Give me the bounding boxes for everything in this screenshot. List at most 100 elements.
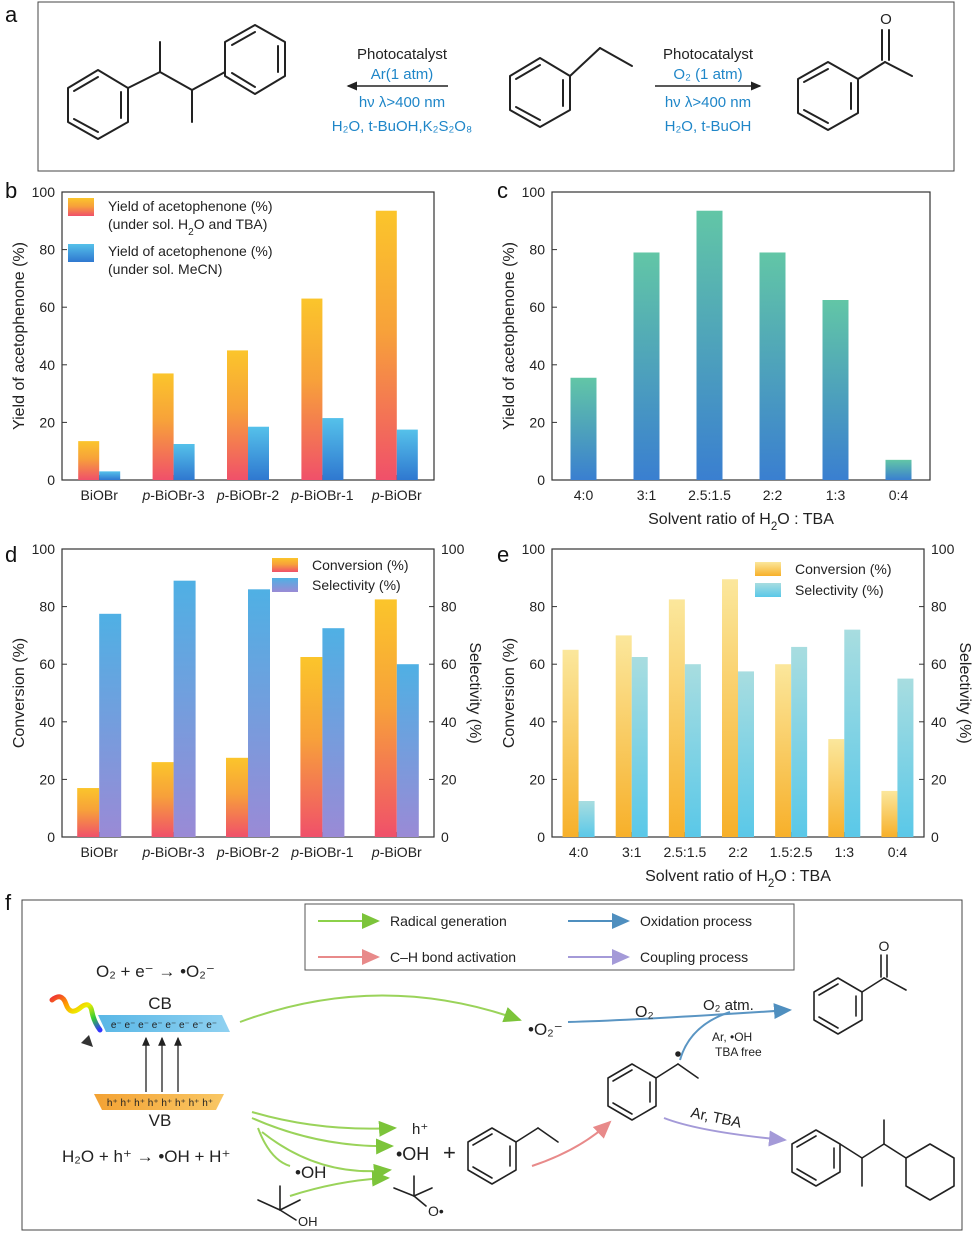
y2-tick-label: 100 — [441, 541, 465, 557]
y2-tick-label: 40 — [441, 714, 457, 730]
bar — [77, 788, 100, 837]
legend-text: Selectivity (%) — [795, 582, 884, 598]
bar — [885, 459, 912, 480]
y-tick-label: 0 — [47, 472, 55, 488]
y-tick-label: 80 — [529, 599, 545, 615]
left-reagent: Photocatalyst — [357, 46, 448, 63]
y-tick-label: 80 — [529, 242, 545, 258]
x-axis-title: Solvent ratio of H2O : TBA — [648, 511, 834, 533]
legend-swatch-selectivity — [272, 578, 298, 592]
hole-label: h⁺ — [412, 1121, 428, 1138]
chart-d-conversion-selectivity-catalyst: 0 0 20 20 40 40 60 60 80 80 100 100 BiOBr p-BiOBr-3 p-… — [11, 541, 483, 860]
bar — [615, 635, 632, 837]
panel-label-c: c — [497, 178, 508, 203]
bar — [227, 350, 248, 480]
reaction-right-conditions: Photocatalyst O₂ (1 atm) hν λ>400 nm H₂O… — [655, 46, 762, 135]
vb-holes: h⁺ h⁺ h⁺ h⁺ h⁺ h⁺ h⁺ h⁺ — [107, 1098, 213, 1109]
legend-text: (under sol. MeCN) — [108, 261, 222, 277]
x-tick-label: BiOBr — [81, 487, 119, 503]
hydroxyl-radical-left: •OH — [295, 1163, 326, 1182]
product-ketone-oxygen: O — [879, 938, 890, 954]
right-light: hν λ>400 nm — [665, 94, 751, 111]
bar — [570, 377, 597, 480]
y-tick-label: 100 — [522, 541, 546, 557]
y-tick-label: 0 — [537, 829, 545, 845]
y-tick-label: 100 — [522, 184, 546, 200]
cb-electrons: e⁻ e⁻ e⁻ e⁻ e⁻ e⁻ e⁻ e⁻ — [111, 1020, 217, 1031]
panel-label-b: b — [5, 178, 17, 203]
bar — [791, 646, 808, 837]
y-tick-label: 60 — [39, 299, 55, 315]
y2-tick-label: 20 — [931, 771, 947, 787]
ethylbenzene-reactant — [467, 1127, 559, 1185]
x-tick-label: p-BiOBr — [371, 844, 422, 860]
bar — [248, 589, 270, 837]
panel-label-a: a — [5, 2, 18, 27]
bar — [322, 628, 345, 837]
panel-label-d: d — [5, 542, 17, 567]
excitation-arrows — [142, 1036, 182, 1092]
legend-swatch-conversion — [272, 558, 298, 572]
x-tick-label: 0:4 — [889, 487, 909, 503]
bar — [897, 678, 914, 837]
plus-sign: + — [443, 1140, 456, 1165]
conduction-band: CB e⁻ e⁻ e⁻ e⁻ e⁻ e⁻ e⁻ e⁻ — [98, 994, 230, 1032]
x-tick-label: p-BiOBr-3 — [141, 844, 204, 860]
legend-swatch-series-2 — [68, 244, 94, 262]
bar — [301, 298, 323, 480]
o2-label: O₂ — [635, 1004, 654, 1021]
legend-coupling: Coupling process — [640, 949, 748, 965]
bar — [151, 762, 174, 837]
y-axis-title: Yield of acetophenone (%) — [501, 242, 518, 430]
y2-tick-label: 20 — [441, 771, 457, 787]
tert-butoxy-o-label: O• — [428, 1203, 444, 1219]
bar — [822, 300, 849, 480]
valence-band: h⁺ h⁺ h⁺ h⁺ h⁺ h⁺ h⁺ h⁺ VB — [94, 1094, 224, 1130]
bar — [775, 664, 792, 837]
x-tick-label: 4:0 — [569, 844, 589, 860]
acetophenone-product — [813, 954, 907, 1035]
y-tick-label: 80 — [39, 599, 55, 615]
left-solvent: H₂O, t-BuOH,K₂S₂O₈ — [332, 118, 472, 135]
coupling-arrow — [663, 1117, 787, 1147]
bar — [844, 629, 861, 837]
x-tick-label: p-BiOBr-2 — [216, 844, 279, 860]
tert-butanol-molecule — [257, 1185, 301, 1221]
y2-tick-label: 40 — [931, 714, 947, 730]
superoxide-radical: •O₂⁻ — [528, 1020, 563, 1039]
light-wave-icon — [49, 994, 103, 1047]
chart-b-yield-by-catalyst: 0 20 40 60 80 100 BiOBr p-BiOBr-3 p-BiOBr-2 p-BiO… — [11, 184, 435, 503]
bar — [173, 580, 196, 837]
y-tick-label: 20 — [529, 414, 545, 430]
y-axis-title: Conversion (%) — [11, 638, 28, 748]
eq-superoxide: O₂ + e⁻ → •O₂⁻ — [96, 962, 215, 981]
plot-frame — [551, 191, 931, 481]
bar — [322, 418, 344, 480]
legend-text: (under sol. H2O and TBA) — [108, 216, 267, 238]
tba-free-label: TBA free — [715, 1045, 762, 1059]
bar — [759, 252, 786, 480]
x-tick-label: p-BiOBr-2 — [216, 487, 279, 503]
legend-text: Yield of acetophenone (%) — [108, 243, 272, 259]
y-tick-label: 0 — [47, 829, 55, 845]
x-axis-title: Solvent ratio of H2O : TBA — [645, 868, 831, 890]
mechanism-legend: Radical generation Oxidation process C–H… — [304, 903, 795, 971]
bar — [828, 739, 845, 837]
legend-swatch-series-1 — [68, 198, 94, 216]
ethylbenzene-molecule — [509, 47, 633, 128]
legend-swatch-conversion — [755, 562, 781, 576]
bar — [99, 471, 121, 480]
y-tick-label: 0 — [537, 472, 545, 488]
x-tick-label: 3:1 — [622, 844, 642, 860]
panel-label-e: e — [497, 542, 509, 567]
x-tick-label: 1:3 — [835, 844, 855, 860]
tba-oh-label: OH — [298, 1214, 318, 1229]
y2-tick-label: 80 — [931, 599, 947, 615]
bar — [631, 657, 648, 837]
y-axis-title: Conversion (%) — [501, 638, 518, 748]
bar — [173, 444, 195, 480]
x-tick-label: 2:2 — [728, 844, 748, 860]
x-tick-label: 4:0 — [574, 487, 594, 503]
y-tick-label: 20 — [39, 771, 55, 787]
bar — [99, 613, 122, 837]
